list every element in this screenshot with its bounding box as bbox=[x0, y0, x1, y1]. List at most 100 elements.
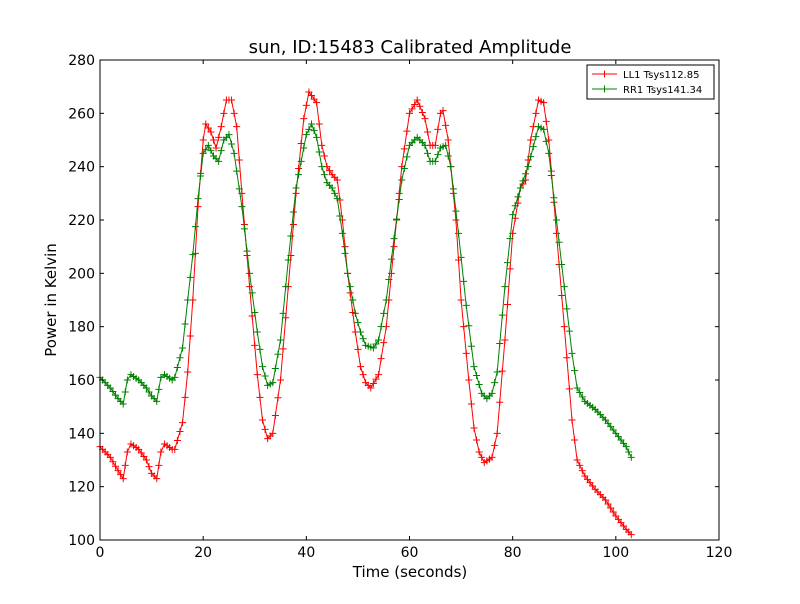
data-point-marker bbox=[504, 300, 512, 308]
data-point-marker bbox=[356, 363, 364, 371]
data-point-marker bbox=[346, 283, 354, 291]
data-point-marker bbox=[377, 355, 385, 363]
data-point-marker bbox=[333, 176, 341, 184]
data-point-marker bbox=[395, 196, 403, 204]
data-point-marker bbox=[542, 117, 550, 125]
y-tick-label: 200 bbox=[68, 266, 95, 282]
data-point-marker bbox=[403, 153, 411, 161]
data-point-marker bbox=[501, 336, 509, 344]
data-point-marker bbox=[576, 461, 584, 469]
data-point-marker bbox=[315, 120, 323, 128]
data-point-marker bbox=[434, 125, 442, 133]
data-point-marker bbox=[568, 416, 576, 424]
data-point-marker bbox=[382, 296, 390, 304]
data-point-marker bbox=[246, 283, 254, 291]
data-point-marker bbox=[251, 308, 259, 316]
data-point-marker bbox=[274, 394, 282, 402]
data-point-marker bbox=[142, 456, 150, 464]
data-point-marker bbox=[246, 269, 254, 277]
data-point-marker bbox=[202, 145, 210, 153]
data-point-marker bbox=[313, 133, 321, 141]
data-point-marker bbox=[253, 328, 261, 336]
data-point-marker bbox=[447, 163, 455, 171]
legend-marker bbox=[601, 85, 608, 93]
data-point-marker bbox=[473, 436, 481, 444]
data-point-marker bbox=[442, 141, 450, 149]
data-point-marker bbox=[506, 265, 514, 273]
data-point-marker bbox=[372, 375, 380, 383]
data-point-marker bbox=[398, 176, 406, 184]
y-tick-label: 160 bbox=[68, 373, 95, 389]
x-tick-label: 20 bbox=[194, 545, 212, 561]
data-point-marker bbox=[318, 163, 326, 171]
data-point-marker bbox=[504, 259, 512, 267]
data-point-marker bbox=[344, 269, 352, 277]
data-point-marker bbox=[406, 109, 413, 117]
data-point-marker bbox=[560, 323, 568, 331]
data-point-marker bbox=[498, 367, 506, 375]
data-point-marker bbox=[271, 412, 279, 420]
data-point-marker bbox=[142, 384, 150, 392]
data-point-marker bbox=[305, 125, 313, 133]
data-point-marker bbox=[295, 164, 303, 172]
data-point-marker bbox=[207, 147, 215, 155]
data-point-marker bbox=[282, 314, 290, 322]
data-point-marker bbox=[215, 157, 223, 165]
data-point-marker bbox=[121, 461, 129, 469]
data-point-marker bbox=[380, 309, 388, 317]
data-point-marker bbox=[607, 504, 615, 512]
data-point-marker bbox=[173, 364, 181, 372]
data-point-marker bbox=[302, 101, 310, 109]
data-point-marker bbox=[300, 115, 308, 123]
data-point-marker bbox=[202, 120, 210, 128]
data-point-marker bbox=[377, 323, 385, 331]
data-point-marker bbox=[563, 305, 571, 313]
data-point-marker bbox=[176, 428, 184, 436]
data-point-marker bbox=[511, 214, 519, 222]
y-tick-label: 100 bbox=[68, 533, 95, 549]
data-point-marker bbox=[467, 400, 475, 408]
data-point-marker bbox=[424, 128, 432, 136]
data-point-marker bbox=[261, 372, 269, 380]
data-point-marker bbox=[524, 163, 532, 171]
data-point-marker bbox=[284, 256, 292, 264]
data-point-marker bbox=[540, 99, 548, 107]
data-point-marker bbox=[609, 508, 617, 516]
x-tick-label: 120 bbox=[706, 545, 733, 561]
data-point-marker bbox=[155, 461, 163, 469]
series-0 bbox=[96, 88, 635, 539]
data-point-marker bbox=[532, 133, 540, 141]
data-point-marker bbox=[269, 429, 277, 437]
data-point-marker bbox=[449, 185, 457, 193]
data-point-marker bbox=[571, 436, 579, 444]
data-point-marker bbox=[307, 92, 315, 100]
data-point-marker bbox=[253, 371, 261, 379]
data-point-marker bbox=[568, 349, 576, 357]
data-point-marker bbox=[390, 235, 398, 243]
data-point-marker bbox=[256, 345, 264, 353]
data-point-marker bbox=[179, 344, 187, 352]
data-point-marker bbox=[439, 107, 447, 115]
data-point-marker bbox=[258, 416, 266, 424]
data-point-marker bbox=[145, 463, 153, 471]
data-point-marker bbox=[238, 203, 246, 211]
data-point-marker bbox=[547, 172, 555, 180]
data-point-marker bbox=[558, 260, 566, 268]
data-point-marker bbox=[310, 95, 318, 103]
x-tick-label: 60 bbox=[401, 545, 419, 561]
data-point-marker bbox=[421, 141, 429, 149]
data-point-marker bbox=[212, 144, 220, 152]
data-point-marker bbox=[532, 109, 540, 117]
data-point-marker bbox=[465, 322, 473, 330]
data-point-marker bbox=[431, 141, 439, 149]
data-point-marker bbox=[258, 363, 266, 371]
legend: LL1 Tsys112.85 RR1 Tsys141.34 bbox=[586, 64, 715, 100]
data-point-marker bbox=[565, 327, 573, 335]
data-point-marker bbox=[171, 445, 179, 453]
y-tick-label: 140 bbox=[68, 426, 95, 442]
x-tick-label: 0 bbox=[96, 545, 105, 561]
data-point-marker bbox=[400, 164, 408, 172]
data-point-marker bbox=[418, 108, 426, 116]
data-point-marker bbox=[506, 235, 514, 243]
